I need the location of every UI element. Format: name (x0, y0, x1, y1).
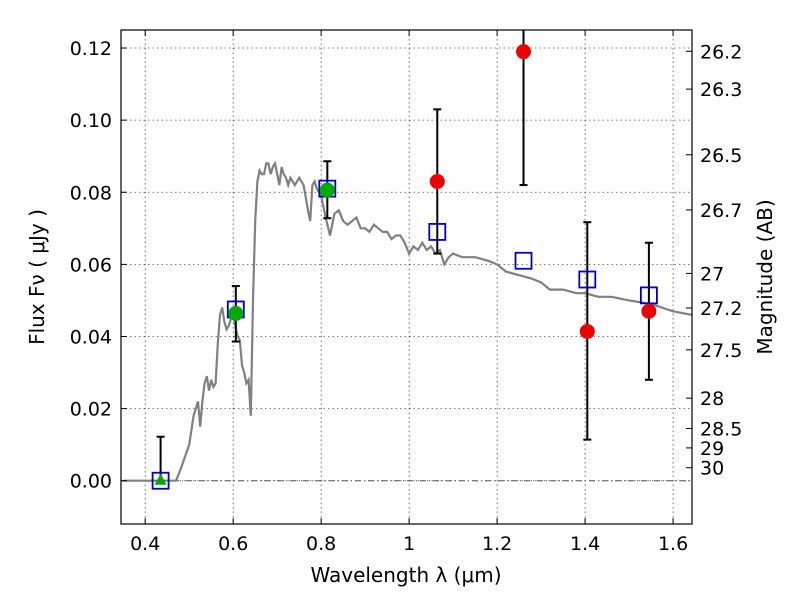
model-photometry-marker (428, 223, 447, 241)
low-significance-marker (641, 303, 657, 319)
sed-model-path (123, 160, 693, 482)
model-photometry-marker (578, 270, 597, 289)
model-photometry-marker (514, 251, 533, 270)
y-tick-label: 0.10 (70, 110, 112, 132)
sed-model-line (123, 160, 693, 482)
x-tick-label: 1 (403, 533, 415, 555)
right-tick-label: 29 (700, 438, 724, 460)
y-axis-label: Flux Fν ( μJy ) (25, 209, 49, 345)
x-tick-label: 1.6 (658, 533, 688, 555)
right-tick-label: 27.5 (700, 340, 742, 362)
x-tick-labels: 0.4 0.6 0.8 1 1.2 1.4 1.6 (130, 533, 688, 555)
x-tick-label: 0.4 (130, 533, 160, 555)
right-tick-label: 26.2 (700, 41, 742, 63)
right-tick-label: 27 (700, 263, 724, 285)
markers (151, 44, 658, 490)
right-tick-label: 28.5 (700, 418, 742, 440)
x-tick-label: 0.6 (218, 533, 248, 555)
x-tick-label: 0.8 (306, 533, 336, 555)
y-tick-label: 0.02 (70, 399, 112, 421)
y-tick-label: 0.06 (70, 254, 112, 276)
x-tick-label: 1.2 (482, 533, 512, 555)
right-tick-label: 30 (700, 458, 724, 480)
right-tick-label: 28 (700, 388, 724, 410)
y-tick-label: 0.08 (70, 182, 112, 204)
low-significance-marker (516, 44, 532, 60)
right-axis-label: Magnitude (AB) (753, 199, 777, 354)
right-tick-label: 26.7 (700, 200, 742, 222)
plot-frame (120, 29, 693, 525)
ticks (121, 30, 692, 524)
x-axis-label: Wavelength λ (μm) (310, 563, 501, 587)
right-tick-label: 26.3 (700, 79, 742, 101)
upper-limit-marker (154, 473, 167, 485)
low-significance-marker (579, 323, 595, 339)
y-tick-label: 0.00 (70, 471, 112, 493)
y-tick-label: 0.12 (70, 38, 112, 60)
model-photometry-marker (639, 286, 658, 305)
x-tick-label: 1.4 (570, 533, 600, 555)
detections-marker (319, 182, 335, 198)
right-tick-label: 27.2 (700, 298, 742, 320)
y-tick-label: 0.04 (70, 326, 112, 348)
right-tick-label: 26.5 (700, 145, 742, 167)
low-significance-marker (429, 173, 445, 189)
y-tick-labels: 0.00 0.02 0.04 0.06 0.08 0.10 0.12 (70, 38, 112, 493)
detections-marker (228, 305, 244, 321)
model-photometry-marker (151, 471, 170, 490)
